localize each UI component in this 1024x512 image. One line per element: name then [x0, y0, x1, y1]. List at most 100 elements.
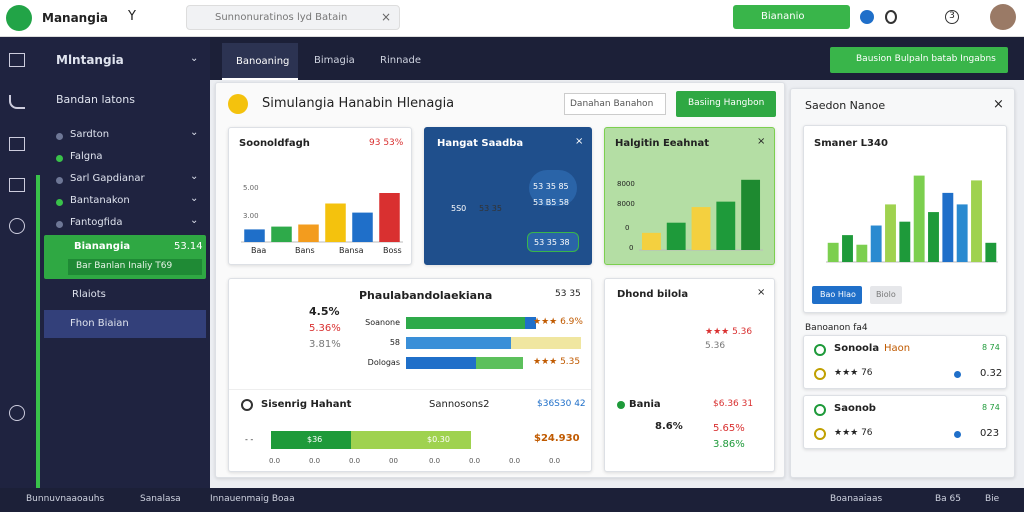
- bubble: 53 35 38: [527, 232, 579, 252]
- segment-label: $0.30: [427, 435, 450, 444]
- nav-item[interactable]: Fantogfida: [70, 217, 123, 228]
- icon[interactable]: [860, 10, 874, 24]
- sub-title: Bania: [629, 399, 661, 410]
- nav-icon[interactable]: [9, 178, 25, 192]
- bar: [641, 232, 661, 250]
- bar: [691, 207, 711, 250]
- outline-button[interactable]: Danahan Banahon: [564, 93, 666, 115]
- nav-active-sub-label: Bar Banlan Inaliy T69: [76, 261, 173, 271]
- close[interactable]: ×: [575, 136, 584, 147]
- stat: 5.65%: [713, 423, 745, 434]
- bar: [913, 175, 925, 262]
- sub-badge: $36S30 42: [537, 399, 586, 409]
- icon: [241, 399, 253, 411]
- axis-label: - -: [245, 435, 254, 444]
- top-button[interactable]: Biananio: [733, 5, 850, 29]
- nav-icon[interactable]: [9, 53, 25, 67]
- axis-label: 5.00: [243, 184, 259, 192]
- sub-badge: $6.36 31: [713, 399, 754, 409]
- badge[interactable]: 3: [945, 10, 959, 24]
- tab-active[interactable]: Banoaning: [222, 43, 298, 80]
- x-tick-label: Baa: [251, 246, 267, 255]
- item-icon: [814, 404, 826, 416]
- icon[interactable]: [885, 10, 897, 24]
- item-value: 0.32: [980, 368, 1003, 379]
- sub-title: Sisenrig Hahant: [261, 399, 352, 410]
- x-tick-label: 0.0: [269, 457, 281, 465]
- close[interactable]: ×: [757, 287, 766, 298]
- item-badge: 8 74: [982, 403, 1000, 412]
- card: Dhond bilola × ★★★ 5.36 5.36 Bania $6.36…: [604, 278, 775, 472]
- nav-item[interactable]: Rlaiots: [72, 289, 106, 300]
- button-label: Bao Hlao: [820, 290, 856, 299]
- chevron[interactable]: ⌄: [190, 53, 199, 64]
- bar: [870, 225, 882, 262]
- pie-label: 53 35: [479, 204, 502, 213]
- sidebar-title: Mlntangia: [56, 53, 124, 67]
- nav-icon[interactable]: [9, 218, 25, 234]
- item-dot: [954, 371, 961, 378]
- button[interactable]: Biolo: [870, 286, 902, 304]
- pie-label: ★★★ 5.36: [705, 327, 753, 337]
- bar-segment: [406, 357, 476, 369]
- bar: [298, 224, 319, 242]
- status-text: Bie: [985, 494, 1000, 504]
- nav-item[interactable]: Falgna: [70, 151, 103, 162]
- chevron: ⌄: [190, 193, 199, 204]
- nav-item[interactable]: Sardton: [70, 129, 110, 140]
- avatar[interactable]: [990, 4, 1016, 30]
- nav-active[interactable]: Bianangia 53.14 Bar Banlan Inaliy T69: [44, 235, 206, 279]
- primary-button[interactable]: Basiing Hangbon: [676, 91, 776, 117]
- nav-icon[interactable]: [9, 405, 25, 421]
- card-title: Dhond bilola: [617, 289, 689, 300]
- app-name: Manangia: [42, 11, 109, 25]
- bar: [741, 179, 761, 250]
- list-item[interactable]: Saonob 8 74 ★★★ 76 023: [803, 395, 1007, 449]
- list-item[interactable]: Sonoola Haon 8 74 ★★★ 76 0.32: [803, 335, 1007, 389]
- nav-item[interactable]: Bantanakon: [70, 195, 130, 206]
- card-badge: 93 53%: [369, 138, 404, 148]
- bar: [956, 204, 968, 262]
- x-tick-label: 0.0: [549, 457, 561, 465]
- tab-label[interactable]: Rinnade: [380, 55, 422, 66]
- close[interactable]: ×: [993, 97, 1004, 112]
- segment-label: $36: [307, 435, 323, 444]
- stat: 3.81%: [309, 339, 341, 350]
- bar: [942, 192, 954, 262]
- bar-chart: [241, 193, 403, 243]
- card: 4.5% 5.36% 3.81% Phaulabandolaekiana 53 …: [228, 278, 592, 472]
- item-name: Saonob: [834, 403, 876, 414]
- bar-value: $24.930: [534, 433, 580, 444]
- nav-icon[interactable]: [9, 95, 25, 109]
- dot: [617, 401, 625, 409]
- chevron: ⌄: [190, 215, 199, 226]
- icon[interactable]: Y: [128, 9, 136, 24]
- nav-selected[interactable]: Fhon Biaian: [44, 310, 206, 338]
- bar-chart: [639, 179, 763, 251]
- nav-dot: [56, 155, 63, 162]
- panel-icon: [228, 94, 248, 114]
- accent-line: [36, 175, 40, 488]
- top-bar: Manangia Y Sunnonuratinos lyd Batain × B…: [0, 0, 1024, 37]
- bubble-label: 53 B5 58: [533, 198, 570, 207]
- x-tick-label: 00: [389, 457, 398, 465]
- search-box[interactable]: Sunnonuratinos lyd Batain ×: [186, 5, 400, 30]
- tab-label[interactable]: Bimagia: [314, 55, 355, 66]
- bar: [985, 242, 997, 262]
- item-name: Sonoola: [834, 343, 880, 354]
- bar-segment: [525, 317, 536, 329]
- nav-icon[interactable]: [9, 137, 25, 151]
- close[interactable]: ×: [757, 136, 766, 147]
- bar: [379, 193, 400, 242]
- item-icon: [814, 428, 826, 440]
- axis-label: 8000: [617, 180, 635, 188]
- search-placeholder: Sunnonuratinos lyd Batain: [215, 12, 348, 23]
- bubble-label: 53 35 85: [533, 182, 569, 191]
- x-tick-label: 0.0: [509, 457, 521, 465]
- card-title: Phaulabandolaekiana: [359, 289, 493, 302]
- nav-item[interactable]: Sarl Gapdianar: [70, 173, 145, 184]
- item-stars: ★★★ 76: [834, 428, 873, 438]
- button[interactable]: Bao Hlao: [812, 286, 862, 304]
- clear-icon[interactable]: ×: [381, 10, 392, 24]
- tab-button[interactable]: Bausion Bulpaln batab Ingabns: [830, 47, 1008, 73]
